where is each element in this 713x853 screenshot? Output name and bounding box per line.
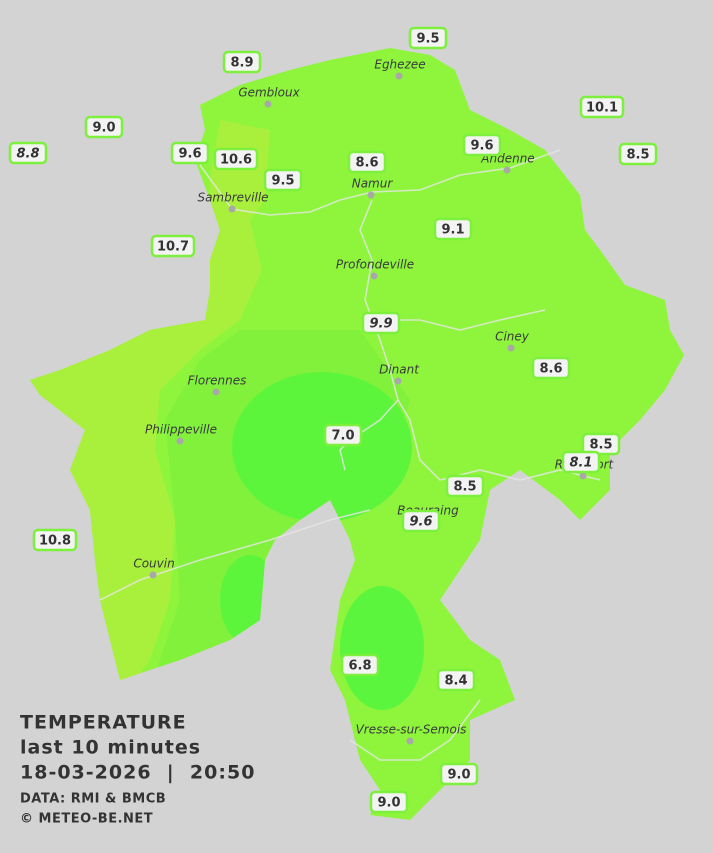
station-box	[581, 432, 621, 456]
station-box	[579, 95, 625, 119]
town-dot	[367, 191, 375, 199]
station-value: 8.9	[230, 56, 253, 71]
station-box	[531, 356, 571, 380]
town-dot	[395, 72, 403, 80]
station-value: 10.6	[220, 153, 252, 168]
zone-cold	[340, 586, 424, 710]
station-value: 8.5	[589, 438, 612, 453]
town-name: Vresse-sur-Semois	[356, 723, 467, 737]
town-name: Sambreville	[197, 191, 268, 205]
stations: 8.9 9.5 10.1 9.0 8.8 9.6 10.6 9.5 8.6 9.6 8.5 10.7 9…	[8, 26, 658, 814]
station-box	[462, 133, 502, 157]
station-value: 7.0	[331, 429, 354, 444]
source: DATA: RMI & BMCB	[20, 792, 166, 807]
town-dot	[212, 388, 220, 396]
station-box	[32, 528, 78, 552]
station-box	[361, 311, 401, 335]
station-box	[222, 50, 262, 74]
town-dot	[579, 472, 587, 480]
station-box	[561, 450, 601, 474]
timestamp: 18-03-2026 | 20:50	[20, 762, 255, 784]
station-box	[323, 423, 363, 447]
town-dot	[370, 272, 378, 280]
town-name: Gembloux	[238, 86, 300, 100]
station-box	[369, 790, 409, 814]
station-box	[618, 142, 658, 166]
town-name: Dinant	[379, 363, 420, 377]
station-box	[213, 147, 259, 171]
station-value: 9.0	[447, 768, 470, 783]
station-value: 8.1	[569, 456, 592, 471]
town-name: Couvin	[133, 557, 174, 571]
credit: © METEO-BE.NET	[20, 812, 153, 827]
station-box	[408, 26, 448, 50]
station-value: 9.9	[369, 317, 392, 332]
town-dot	[394, 377, 402, 385]
town-dot	[406, 737, 414, 745]
town-dot	[507, 344, 515, 352]
town-dot	[228, 205, 236, 213]
town-name: Ciney	[495, 330, 530, 344]
towns: GemblouxEghezeeAndenneNamurSambrevillePr…	[133, 58, 615, 745]
station-value: 9.5	[271, 174, 294, 189]
station-box	[439, 762, 479, 786]
station-box	[340, 653, 380, 677]
town-name: Florennes	[188, 374, 247, 388]
station-box	[263, 168, 303, 192]
station-box	[445, 474, 485, 498]
station-value: 9.6	[409, 515, 432, 530]
station-box	[433, 217, 473, 241]
station-value: 9.5	[416, 32, 439, 47]
station-value: 8.5	[453, 480, 476, 495]
station-value: 9.6	[178, 147, 201, 162]
town-dot	[149, 571, 157, 579]
station-value: 8.6	[355, 156, 378, 171]
station-value: 10.1	[586, 101, 618, 116]
station-value: 6.8	[348, 659, 371, 674]
station-box	[347, 150, 387, 174]
station-value: 9.0	[92, 121, 115, 136]
station-box	[436, 668, 476, 692]
station-value: 8.8	[16, 147, 39, 162]
station-box	[401, 509, 441, 533]
station-value: 9.0	[377, 796, 400, 811]
station-value: 8.4	[444, 674, 467, 689]
town-name: Eghezee	[374, 58, 425, 72]
town-name: Profondeville	[336, 258, 414, 272]
station-box	[8, 141, 48, 165]
station-value: 8.5	[626, 148, 649, 163]
town-dot	[176, 437, 184, 445]
town-name: Philippeville	[145, 423, 217, 437]
station-value: 8.6	[539, 362, 562, 377]
town-dot	[503, 166, 511, 174]
station-value: 9.1	[441, 223, 464, 238]
station-value: 10.7	[157, 240, 189, 255]
town-name: Namur	[352, 177, 394, 191]
station-box	[84, 115, 124, 139]
station-box	[170, 141, 210, 165]
zone-cold	[232, 372, 412, 522]
station-value: 9.6	[470, 139, 493, 154]
subtitle: last 10 minutes	[20, 737, 201, 759]
title: TEMPERATURE	[20, 712, 187, 734]
station-value: 10.8	[39, 534, 71, 549]
town-dot	[264, 100, 272, 108]
station-box	[150, 234, 196, 258]
